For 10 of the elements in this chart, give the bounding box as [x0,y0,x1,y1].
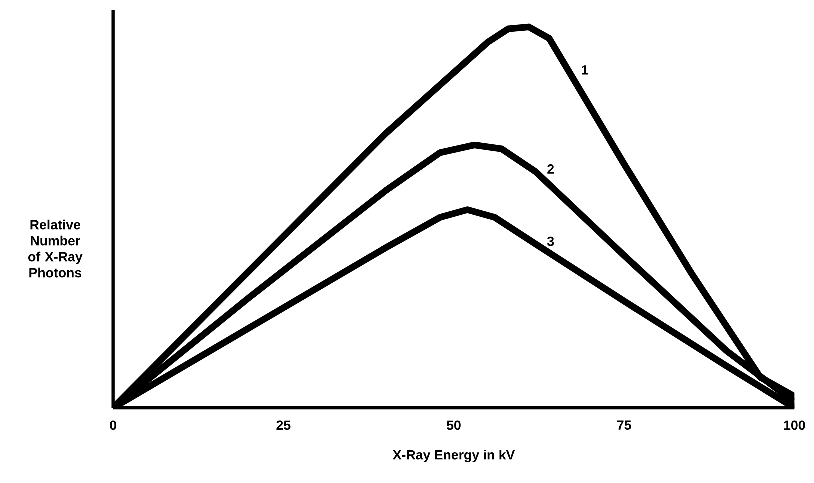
series-label: 1 [582,66,588,75]
x-tick-label: 75 [617,420,632,430]
x-axis-title: X-Ray Energy in kV [392,450,516,462]
x-tick-label: 100 [784,420,806,430]
x-tick-label: 50 [447,420,461,430]
x-tick-label: 0 [110,420,117,430]
series-label: 3 [547,236,554,246]
y-axis-title: Relative Number of X-Ray Photons [28,220,83,278]
series-label: 2 [548,164,554,174]
x-tick-label: 25 [276,420,291,430]
